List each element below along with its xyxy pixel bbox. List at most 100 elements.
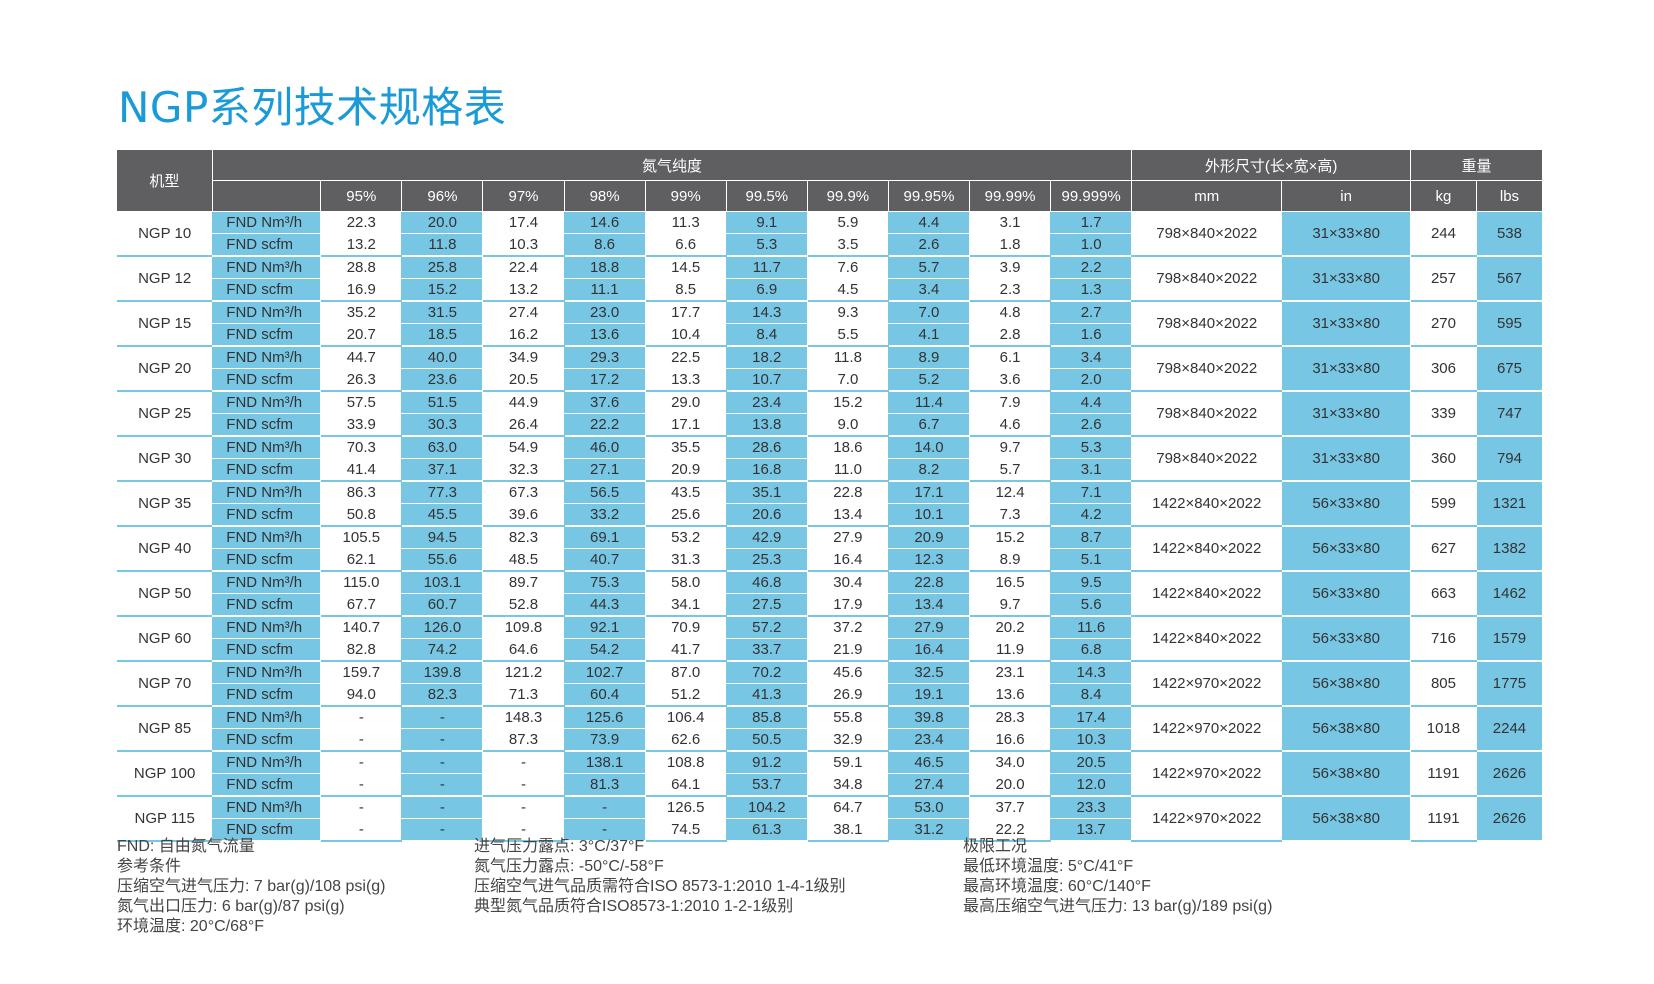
flow-type-label: FND scfm xyxy=(212,368,322,392)
flow-value: 5.1 xyxy=(1050,548,1133,572)
flow-value: 89.7 xyxy=(482,571,565,594)
weight-lbs: 2626 xyxy=(1476,796,1544,842)
dimension-mm: 798×840×2022 xyxy=(1131,211,1283,257)
flow-type-label: FND scfm xyxy=(212,233,322,257)
flow-value: 10.4 xyxy=(645,323,727,347)
flow-value: 10.3 xyxy=(482,233,565,257)
flow-value: 13.6 xyxy=(564,323,646,347)
flow-type-label: FND Nm³/h xyxy=(212,391,322,414)
flow-type-label: FND scfm xyxy=(212,413,322,437)
flow-value: 20.6 xyxy=(726,503,808,527)
dimension-mm: 798×840×2022 xyxy=(1131,436,1283,482)
flow-value: 20.7 xyxy=(320,323,403,347)
dimension-in: 31×33×80 xyxy=(1281,256,1412,302)
flow-value: 44.7 xyxy=(320,346,403,369)
header-weight: 重量 xyxy=(1410,149,1543,181)
flow-value: 53.2 xyxy=(645,526,727,549)
model-name: NGP 15 xyxy=(117,301,213,347)
flow-value: 61.3 xyxy=(726,818,808,842)
flow-value: 11.0 xyxy=(807,458,889,482)
flow-value: 103.1 xyxy=(401,571,484,594)
flow-value: 22.3 xyxy=(320,211,403,234)
flow-value: 125.6 xyxy=(564,706,646,729)
flow-value: 74.2 xyxy=(401,638,484,662)
flow-value: 8.6 xyxy=(564,233,646,257)
flow-value: - xyxy=(482,818,565,842)
flow-value: 18.5 xyxy=(401,323,484,347)
flow-value: 20.0 xyxy=(401,211,484,234)
dimension-in: 56×38×80 xyxy=(1281,751,1412,797)
flow-value: 9.1 xyxy=(726,211,808,234)
weight-kg: 360 xyxy=(1410,436,1477,482)
flow-value: 82.3 xyxy=(401,683,484,707)
model-name: NGP 100 xyxy=(117,751,213,797)
flow-value: 140.7 xyxy=(320,616,403,639)
flow-value: - xyxy=(320,773,403,797)
flow-value: 17.9 xyxy=(807,593,889,617)
flow-value: 17.2 xyxy=(564,368,646,392)
flow-value: 23.4 xyxy=(726,391,808,414)
flow-value: 1.0 xyxy=(1050,233,1133,257)
flow-value: 109.8 xyxy=(482,616,565,639)
header-unit-in: in xyxy=(1281,180,1412,212)
flow-value: 16.8 xyxy=(726,458,808,482)
header-model: 机型 xyxy=(117,149,213,212)
weight-kg: 627 xyxy=(1410,526,1477,572)
model-name: NGP 30 xyxy=(117,436,213,482)
model-name: NGP 25 xyxy=(117,391,213,437)
flow-value: 4.2 xyxy=(1050,503,1133,527)
flow-value: 22.8 xyxy=(807,481,889,504)
flow-value: 57.5 xyxy=(320,391,403,414)
flow-value: - xyxy=(401,728,484,752)
flow-value: 92.1 xyxy=(564,616,646,639)
flow-type-label: FND scfm xyxy=(212,503,322,527)
flow-value: 51.2 xyxy=(645,683,727,707)
flow-value: 27.4 xyxy=(482,301,565,324)
flow-value: 73.9 xyxy=(564,728,646,752)
flow-value: 2.2 xyxy=(1050,256,1133,279)
flow-value: 94.0 xyxy=(320,683,403,707)
flow-value: 25.8 xyxy=(401,256,484,279)
weight-kg: 716 xyxy=(1410,616,1477,662)
flow-value: 42.9 xyxy=(726,526,808,549)
model-name: NGP 35 xyxy=(117,481,213,527)
flow-value: 91.2 xyxy=(726,751,808,774)
flow-value: 126.5 xyxy=(645,796,727,819)
weight-lbs: 595 xyxy=(1476,301,1544,347)
flow-value: 14.0 xyxy=(888,436,971,459)
table-row: NGP 50 FND Nm³/h 115.0 103.1 89.7 75.3 58.0 46.… xyxy=(117,571,1544,617)
flow-value: 11.9 xyxy=(969,638,1052,662)
flow-value: 26.3 xyxy=(320,368,403,392)
header-purity-level: 95% xyxy=(320,180,403,212)
flow-value: 30.4 xyxy=(807,571,889,594)
flow-value: 20.5 xyxy=(1050,751,1133,774)
flow-value: 1.3 xyxy=(1050,278,1133,302)
flow-value: - xyxy=(482,773,565,797)
flow-value: 85.8 xyxy=(726,706,808,729)
flow-type-label: FND Nm³/h xyxy=(212,526,322,549)
flow-value: - xyxy=(564,818,646,842)
flow-value: 14.6 xyxy=(564,211,646,234)
table-row: NGP 40 FND Nm³/h 105.5 94.5 82.3 69.1 53.2 42.9… xyxy=(117,526,1544,572)
dimension-in: 31×33×80 xyxy=(1281,436,1412,482)
flow-value: 45.5 xyxy=(401,503,484,527)
dimension-in: 31×33×80 xyxy=(1281,391,1412,437)
flow-value: 2.6 xyxy=(1050,413,1133,437)
flow-type-label: FND Nm³/h xyxy=(212,706,322,729)
flow-value: 31.5 xyxy=(401,301,484,324)
flow-value: 46.0 xyxy=(564,436,646,459)
flow-type-label: FND scfm xyxy=(212,458,322,482)
spec-table: 机型 氮气纯度 外形尺寸(长×宽×高) 重量 95% 96% 97% 98% 99% 99… xyxy=(117,149,1544,842)
weight-kg: 270 xyxy=(1410,301,1477,347)
flow-type-label: FND Nm³/h xyxy=(212,436,322,459)
flow-value: 57.2 xyxy=(726,616,808,639)
flow-value: 75.3 xyxy=(564,571,646,594)
flow-value: 106.4 xyxy=(645,706,727,729)
notes-limit-conditions: 极限工况 最低环境温度: 5°C/41°F 最高环境温度: 60°C/140°F 最高… xyxy=(963,837,1272,917)
flow-value: 70.3 xyxy=(320,436,403,459)
weight-lbs: 1775 xyxy=(1476,661,1544,707)
flow-value: 104.2 xyxy=(726,796,808,819)
flow-value: 64.6 xyxy=(482,638,565,662)
flow-value: 3.1 xyxy=(969,211,1052,234)
table-row: NGP 60 FND Nm³/h 140.7 126.0 109.8 92.1 70.9 57… xyxy=(117,616,1544,662)
